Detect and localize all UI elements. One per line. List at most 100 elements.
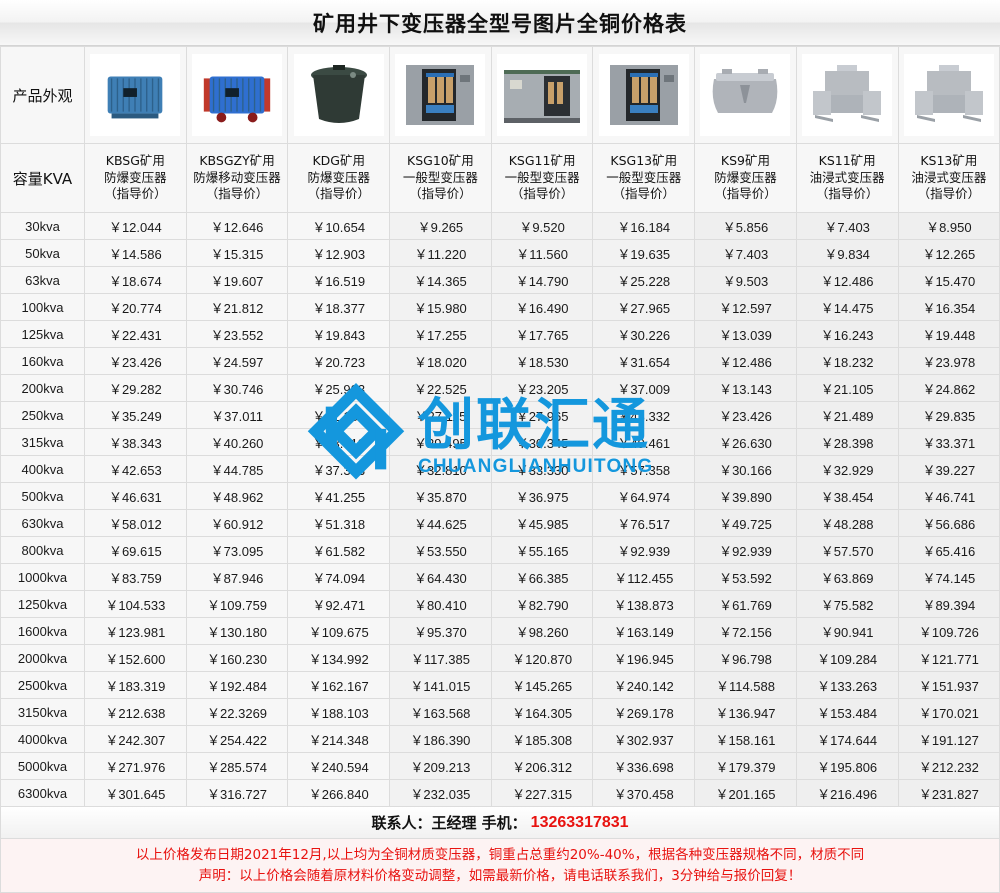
price-cell: ￥232.035 (389, 779, 492, 807)
price-cell: ￥8.950 (897, 212, 1000, 240)
capacity-cell: 100kva (0, 293, 85, 321)
price-cell: ￥7.403 (795, 212, 899, 240)
price-cell: ￥285.574 (185, 752, 289, 780)
price-cell: ￥109.759 (185, 590, 289, 618)
table-row: 500kva ￥46.631 ￥48.962 ￥41.255 ￥35.870 ￥36.97… (0, 482, 1000, 510)
price-cell: ￥183.319 (84, 671, 187, 699)
price-cell: ￥123.981 (84, 617, 187, 645)
price-cell: ￥82.790 (490, 590, 594, 618)
price-cell: ￥48.288 (795, 509, 899, 537)
table-row: 800kva ￥69.615 ￥73.095 ￥61.582 ￥53.550 ￥55.16… (0, 536, 1000, 564)
price-cell: ￥13.143 (694, 374, 797, 402)
notice-bar: 以上价格发布日期2021年12月,以上均为全铜材质变压器，铜重占总重约20%-4… (0, 839, 1000, 893)
contact-phone[interactable]: 13263317831 (530, 813, 629, 831)
capacity-cell: 63kva (0, 266, 85, 294)
price-cell: ￥44.785 (185, 455, 289, 483)
price-cell: ￥18.232 (795, 347, 899, 375)
price-cell: ￥57.570 (795, 536, 899, 564)
price-cell: ￥89.394 (897, 590, 1000, 618)
capacity-cell: 500kva (0, 482, 85, 510)
price-cell: ￥216.496 (795, 779, 899, 807)
price-cell: ￥30.226 (592, 320, 696, 348)
price-cell: ￥192.484 (185, 671, 289, 699)
price-cell: ￥64.974 (592, 482, 696, 510)
price-cell: ￥9.520 (490, 212, 594, 240)
column-header-kbsg: KBSG矿用 防爆变压器 （指导价） (84, 143, 187, 213)
column-header-label: KBSG矿用 防爆变压器 （指导价） (104, 153, 167, 202)
price-cell: ￥18.674 (84, 266, 187, 294)
price-cell: ￥69.615 (84, 536, 187, 564)
price-cell: ￥109.284 (795, 644, 899, 672)
price-cell: ￥133.263 (795, 671, 899, 699)
price-cell: ￥15.470 (897, 266, 1000, 294)
price-cell: ￥212.232 (897, 752, 1000, 780)
price-cell: ￥16.184 (592, 212, 696, 240)
capacity-cell: 3150kva (0, 698, 85, 726)
price-cell: ￥240.594 (287, 752, 391, 780)
price-cell: ￥49.461 (592, 428, 696, 456)
column-header-ks11: KS11矿用 油浸式变压器 （指导价） (795, 143, 899, 213)
price-cell: ￥60.912 (185, 509, 289, 537)
price-cell: ￥87.946 (185, 563, 289, 591)
price-cell: ￥152.600 (84, 644, 187, 672)
price-cell: ￥33.919 (287, 428, 391, 456)
price-cell: ￥206.312 (490, 752, 594, 780)
table-row: 315kva ￥38.343 ￥40.260 ￥33.919 ￥29.495 ￥30.34… (0, 428, 1000, 456)
table-row: 2000kva ￥152.600 ￥160.230 ￥134.992 ￥117.385 ￥… (0, 644, 1000, 672)
price-cell: ￥209.213 (389, 752, 492, 780)
product-image-cell-ksg10 (389, 46, 492, 144)
price-cell: ￥23.552 (185, 320, 289, 348)
price-cell: ￥23.426 (84, 347, 187, 375)
price-cell: ￥17.765 (490, 320, 594, 348)
price-cell: ￥33.330 (490, 455, 594, 483)
price-cell: ￥12.486 (795, 266, 899, 294)
price-cell: ￥20.723 (287, 347, 391, 375)
price-cell: ￥45.985 (490, 509, 594, 537)
price-cell: ￥109.675 (287, 617, 391, 645)
price-cell: ￥12.903 (287, 239, 391, 267)
price-cell: ￥22.3269 (185, 698, 289, 726)
price-cell: ￥55.165 (490, 536, 594, 564)
price-cell: ￥136.947 (694, 698, 797, 726)
table-row: 50kva ￥14.586 ￥15.315 ￥12.903 ￥11.220 ￥11.560… (0, 239, 1000, 267)
product-image-cell-ksg11 (490, 46, 594, 144)
price-cell: ￥56.686 (897, 509, 1000, 537)
product-image-cell-ks11 (795, 46, 899, 144)
price-cell: ￥120.870 (490, 644, 594, 672)
capacity-cell: 630kva (0, 509, 85, 537)
price-cell: ￥92.939 (694, 536, 797, 564)
price-cell: ￥201.165 (694, 779, 797, 807)
table-row: 4000kva ￥242.307 ￥254.422 ￥214.348 ￥186.390 ￥… (0, 725, 1000, 753)
price-cell: ￥16.243 (795, 320, 899, 348)
price-cell: ￥138.873 (592, 590, 696, 618)
price-cell: ￥231.827 (897, 779, 1000, 807)
price-cell: ￥22.431 (84, 320, 187, 348)
price-cell: ￥191.127 (897, 725, 1000, 753)
price-cell: ￥27.965 (592, 293, 696, 321)
capacity-cell: 800kva (0, 536, 85, 564)
product-image-cell-ks13 (897, 46, 1000, 144)
kbsgzy-mobile-transformer-photo-icon (192, 54, 283, 136)
price-cell: ￥64.430 (389, 563, 492, 591)
price-cell: ￥76.517 (592, 509, 696, 537)
column-header-label: KBSGZY矿用 防爆移动变压器 （指导价） (193, 153, 281, 202)
table-row: 2500kva ￥183.319 ￥192.484 ￥162.167 ￥141.015 ￥… (0, 671, 1000, 699)
ks13-transformer-photo-icon (903, 54, 994, 136)
price-cell: ￥24.862 (897, 374, 1000, 402)
price-cell: ￥24.597 (185, 347, 289, 375)
price-cell: ￥9.265 (389, 212, 492, 240)
price-cell: ￥72.156 (694, 617, 797, 645)
price-cell: ￥242.307 (84, 725, 187, 753)
price-cell: ￥75.582 (795, 590, 899, 618)
ksg13-transformer-photo-icon (598, 54, 689, 136)
column-header-kbsgzy: KBSGZY矿用 防爆移动变压器 （指导价） (185, 143, 289, 213)
price-cell: ￥58.012 (84, 509, 187, 537)
price-cell: ￥38.343 (84, 428, 187, 456)
price-cell: ￥240.142 (592, 671, 696, 699)
price-cell: ￥92.939 (592, 536, 696, 564)
capacity-cell: 2500kva (0, 671, 85, 699)
price-cell: ￥96.798 (694, 644, 797, 672)
row-label-appearance: 产品外观 (0, 46, 85, 144)
price-cell: ￥214.348 (287, 725, 391, 753)
price-cell: ￥196.945 (592, 644, 696, 672)
